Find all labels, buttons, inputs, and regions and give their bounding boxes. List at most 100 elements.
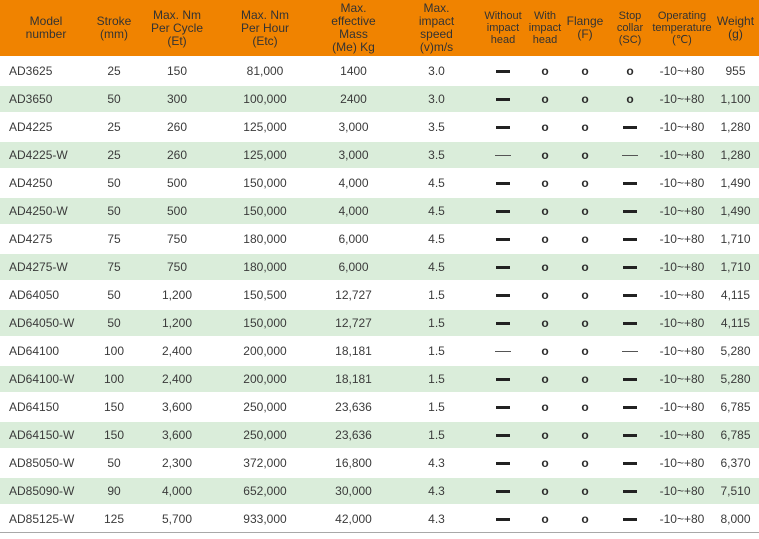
cell-impact_speed: 4.5 bbox=[395, 254, 478, 282]
table-row: AD3625 25 150 81,000 1400 3.0 o o o -10~+80 955 bbox=[0, 58, 759, 86]
not-available-dash-icon bbox=[623, 126, 637, 130]
cell-nm_per_cycle: 2,400 bbox=[136, 338, 218, 366]
available-circle-icon: o bbox=[581, 484, 589, 498]
cell-model: AD64100-W bbox=[0, 366, 92, 394]
cell-impact_speed: 3.0 bbox=[395, 58, 478, 86]
available-circle-icon: o bbox=[581, 232, 589, 246]
available-circle-icon: o bbox=[541, 512, 549, 526]
cell-stop_collar bbox=[608, 282, 652, 310]
cell-stop_collar bbox=[608, 394, 652, 422]
not-available-thin-dash-icon bbox=[622, 155, 638, 157]
cell-model: AD4275 bbox=[0, 226, 92, 254]
cell-stroke: 50 bbox=[92, 282, 136, 310]
cell-flange: o bbox=[562, 226, 608, 254]
not-available-dash-icon bbox=[496, 294, 510, 298]
cell-with_head: o bbox=[528, 86, 562, 114]
column-header-operating-temperature: Operating temperature (℃) bbox=[652, 0, 712, 58]
available-circle-icon: o bbox=[581, 260, 589, 274]
cell-temperature: -10~+80 bbox=[652, 86, 712, 114]
cell-effective_mass: 23,636 bbox=[312, 394, 395, 422]
available-circle-icon: o bbox=[541, 428, 549, 442]
available-circle-icon: o bbox=[581, 148, 589, 162]
cell-flange: o bbox=[562, 506, 608, 533]
cell-stop_collar bbox=[608, 254, 652, 282]
cell-with_head: o bbox=[528, 506, 562, 533]
cell-nm_per_cycle: 5,700 bbox=[136, 506, 218, 533]
available-circle-icon: o bbox=[581, 288, 589, 302]
not-available-dash-icon bbox=[623, 322, 637, 326]
cell-flange: o bbox=[562, 450, 608, 478]
cell-effective_mass: 18,181 bbox=[312, 366, 395, 394]
cell-with_head: o bbox=[528, 282, 562, 310]
cell-effective_mass: 4,000 bbox=[312, 170, 395, 198]
available-circle-icon: o bbox=[626, 92, 634, 106]
table-header: Model number Stroke (mm) Max. Nm Per Cyc… bbox=[0, 0, 759, 58]
cell-with_head: o bbox=[528, 254, 562, 282]
cell-with_head: o bbox=[528, 310, 562, 338]
cell-model: AD4250 bbox=[0, 170, 92, 198]
cell-stroke: 125 bbox=[92, 506, 136, 533]
cell-nm_per_cycle: 1,200 bbox=[136, 282, 218, 310]
cell-without_head bbox=[478, 310, 528, 338]
cell-nm_per_cycle: 260 bbox=[136, 114, 218, 142]
cell-model: AD4225 bbox=[0, 114, 92, 142]
cell-nm_per_hour: 180,000 bbox=[218, 226, 312, 254]
cell-nm_per_hour: 933,000 bbox=[218, 506, 312, 533]
table-body: AD3625 25 150 81,000 1400 3.0 o o o -10~+80 955 AD3… bbox=[0, 58, 759, 533]
cell-impact_speed: 3.5 bbox=[395, 114, 478, 142]
table-row: AD3650 50 300 100,000 2400 3.0 o o o -10~+80 1,100 bbox=[0, 86, 759, 114]
cell-stop_collar bbox=[608, 114, 652, 142]
column-header-max-nm-per-cycle: Max. Nm Per Cycle (Et) bbox=[136, 0, 218, 58]
available-circle-icon: o bbox=[541, 120, 549, 134]
cell-stroke: 100 bbox=[92, 338, 136, 366]
not-available-dash-icon bbox=[623, 378, 637, 382]
cell-stroke: 100 bbox=[92, 366, 136, 394]
cell-model: AD64050-W bbox=[0, 310, 92, 338]
cell-without_head bbox=[478, 478, 528, 506]
cell-nm_per_hour: 250,000 bbox=[218, 422, 312, 450]
cell-flange: o bbox=[562, 478, 608, 506]
available-circle-icon: o bbox=[581, 64, 589, 78]
cell-without_head bbox=[478, 366, 528, 394]
cell-weight: 1,710 bbox=[712, 226, 759, 254]
cell-nm_per_cycle: 750 bbox=[136, 254, 218, 282]
cell-impact_speed: 1.5 bbox=[395, 366, 478, 394]
table-row: AD4250 50 500 150,000 4,000 4.5 o o -10~+80 1,490 bbox=[0, 170, 759, 198]
cell-impact_speed: 3.5 bbox=[395, 142, 478, 170]
cell-nm_per_cycle: 750 bbox=[136, 226, 218, 254]
cell-nm_per_cycle: 500 bbox=[136, 170, 218, 198]
cell-weight: 5,280 bbox=[712, 338, 759, 366]
cell-weight: 8,000 bbox=[712, 506, 759, 533]
table-row: AD64150 150 3,600 250,000 23,636 1.5 o o -10~+80… bbox=[0, 394, 759, 422]
not-available-thin-dash-icon bbox=[495, 351, 511, 353]
cell-nm_per_hour: 125,000 bbox=[218, 114, 312, 142]
available-circle-icon: o bbox=[541, 204, 549, 218]
cell-effective_mass: 16,800 bbox=[312, 450, 395, 478]
cell-weight: 1,280 bbox=[712, 114, 759, 142]
cell-nm_per_hour: 125,000 bbox=[218, 142, 312, 170]
column-header-max-effective-mass: Max. effective Mass (Me) Kg bbox=[312, 0, 395, 58]
cell-impact_speed: 4.5 bbox=[395, 170, 478, 198]
table-row: AD64100-W 100 2,400 200,000 18,181 1.5 o o -10~+… bbox=[0, 366, 759, 394]
cell-temperature: -10~+80 bbox=[652, 254, 712, 282]
cell-without_head bbox=[478, 422, 528, 450]
cell-temperature: -10~+80 bbox=[652, 450, 712, 478]
column-header-with-impact-head: With impact head bbox=[528, 0, 562, 58]
table-row: AD64050-W 50 1,200 150,000 12,727 1.5 o o -10~+8… bbox=[0, 310, 759, 338]
not-available-dash-icon bbox=[623, 462, 637, 466]
column-header-weight: Weight (g) bbox=[712, 0, 759, 58]
cell-stop_collar bbox=[608, 310, 652, 338]
cell-flange: o bbox=[562, 142, 608, 170]
cell-stop_collar bbox=[608, 506, 652, 533]
not-available-dash-icon bbox=[496, 210, 510, 214]
cell-stop_collar bbox=[608, 366, 652, 394]
available-circle-icon: o bbox=[541, 484, 549, 498]
cell-nm_per_cycle: 4,000 bbox=[136, 478, 218, 506]
table-row: AD4225 25 260 125,000 3,000 3.5 o o -10~+80 1,280 bbox=[0, 114, 759, 142]
cell-nm_per_cycle: 1,200 bbox=[136, 310, 218, 338]
cell-temperature: -10~+80 bbox=[652, 142, 712, 170]
cell-nm_per_cycle: 2,400 bbox=[136, 366, 218, 394]
cell-effective_mass: 42,000 bbox=[312, 506, 395, 533]
cell-effective_mass: 6,000 bbox=[312, 254, 395, 282]
